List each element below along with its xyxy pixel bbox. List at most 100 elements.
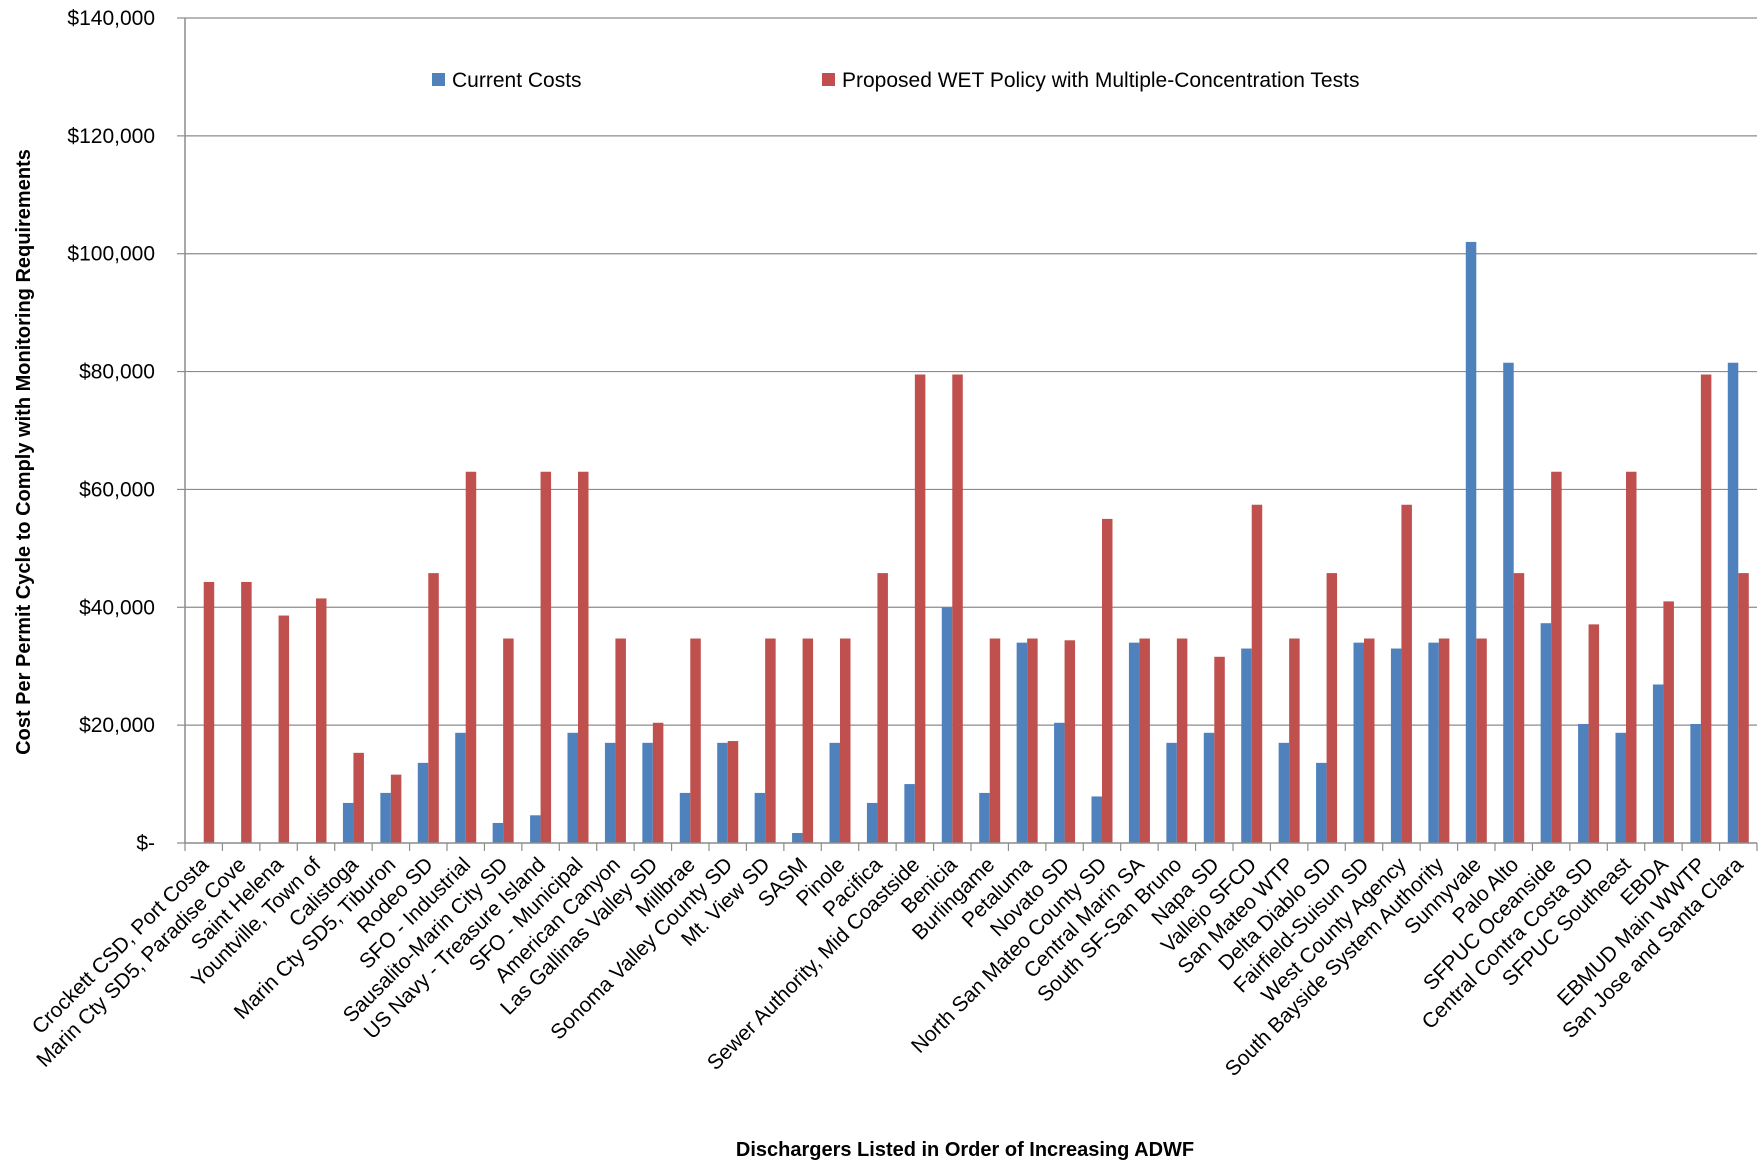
bar-current-costs — [1503, 362, 1514, 843]
bar-current-costs — [979, 792, 990, 843]
y-tick-label: $120,000 — [67, 125, 155, 148]
bar-current-costs — [380, 792, 391, 843]
y-tick-label: $140,000 — [67, 7, 155, 30]
axes — [184, 18, 1758, 851]
bar-current-costs — [455, 732, 466, 843]
bar-proposed-wet-policy — [1476, 638, 1487, 843]
bar-current-costs — [1054, 722, 1065, 843]
y-tick-label: $40,000 — [79, 596, 155, 619]
bar-current-costs — [1016, 642, 1028, 843]
bar-proposed-wet-policy — [390, 774, 402, 843]
bar-proposed-wet-policy — [316, 598, 327, 843]
bar-current-costs — [904, 784, 915, 843]
bar-proposed-wet-policy — [1551, 471, 1562, 843]
bar-current-costs — [1690, 723, 1701, 843]
bar-current-costs — [1316, 762, 1327, 843]
x-axis-title: Dischargers Listed in Order of Increasin… — [736, 1139, 1194, 1161]
bar-current-costs — [1166, 742, 1177, 843]
bar-proposed-wet-policy — [727, 741, 739, 843]
bar-current-costs — [567, 732, 578, 843]
bar-proposed-wet-policy — [1401, 504, 1412, 843]
bar-current-costs — [1203, 732, 1215, 843]
y-tick-label: $- — [136, 832, 155, 855]
bar-proposed-wet-policy — [465, 471, 477, 843]
y-tick-label: $60,000 — [79, 478, 155, 501]
gridlines — [177, 17, 1757, 844]
bars — [203, 241, 1749, 843]
bar-proposed-wet-policy — [1176, 638, 1188, 843]
bar-current-costs — [1128, 642, 1140, 843]
bar-proposed-wet-policy — [1663, 601, 1674, 843]
bar-current-costs — [1540, 623, 1552, 843]
bar-current-costs — [642, 742, 653, 843]
bar-proposed-wet-policy — [765, 638, 776, 843]
bar-proposed-wet-policy — [1326, 573, 1338, 843]
bar-proposed-wet-policy — [615, 638, 626, 843]
bar-current-costs — [1091, 796, 1102, 843]
x-tick-label: Crockett CSD, Port Costa — [28, 853, 214, 1039]
bar-current-costs — [530, 815, 541, 843]
bar-current-costs — [717, 742, 728, 843]
bar-proposed-wet-policy — [241, 581, 252, 843]
y-tick-label: $20,000 — [79, 714, 155, 737]
bar-proposed-wet-policy — [1513, 573, 1525, 843]
bar-current-costs — [342, 802, 354, 843]
bar-current-costs — [792, 832, 803, 843]
bar-current-costs — [1278, 742, 1290, 843]
bar-current-costs — [679, 792, 691, 843]
bar-proposed-wet-policy — [1738, 573, 1749, 843]
bar-current-costs — [1652, 684, 1664, 843]
bar-current-costs — [492, 822, 504, 843]
bar-proposed-wet-policy — [1064, 640, 1076, 843]
legend-swatch-current-costs — [432, 73, 445, 86]
bar-current-costs — [866, 802, 878, 843]
legend: Current Costs Proposed WET Policy with M… — [432, 69, 1359, 92]
bar-current-costs — [941, 607, 953, 843]
bar-proposed-wet-policy — [1251, 504, 1263, 843]
bar-proposed-wet-policy — [989, 638, 1001, 843]
bar-proposed-wet-policy — [1700, 374, 1712, 843]
bar-current-costs — [417, 762, 429, 843]
y-tick-label: $80,000 — [79, 361, 155, 384]
bar-proposed-wet-policy — [877, 573, 888, 843]
bar-proposed-wet-policy — [1438, 638, 1450, 843]
bar-proposed-wet-policy — [353, 752, 364, 843]
bar-current-costs — [1241, 648, 1252, 843]
bar-current-costs — [1353, 642, 1364, 843]
legend-label-current-costs: Current Costs — [452, 69, 582, 92]
bar-proposed-wet-policy — [203, 581, 215, 843]
legend-swatch-proposed-wet-policy — [822, 73, 835, 86]
bar-current-costs — [829, 742, 840, 843]
bar-proposed-wet-policy — [952, 374, 963, 843]
bar-proposed-wet-policy — [540, 471, 552, 843]
bar-proposed-wet-policy — [1364, 638, 1375, 843]
legend-label-proposed-wet-policy: Proposed WET Policy with Multiple-Concen… — [842, 69, 1359, 92]
bar-proposed-wet-policy — [1289, 638, 1300, 843]
bar-proposed-wet-policy — [1139, 638, 1150, 843]
y-tick-labels: $- $20,000 $40,000 $60,000 $80,000 $100,000 $1… — [67, 7, 155, 855]
bar-proposed-wet-policy — [278, 615, 290, 843]
y-axis-title: Cost Per Permit Cycle to Comply with Mon… — [13, 149, 35, 755]
bar-proposed-wet-policy — [914, 374, 926, 843]
bar-proposed-wet-policy — [802, 638, 814, 843]
bar-current-costs — [604, 742, 616, 843]
bar-proposed-wet-policy — [1102, 518, 1113, 843]
bar-proposed-wet-policy — [428, 573, 439, 843]
bar-current-costs — [1428, 642, 1439, 843]
bar-current-costs — [1615, 732, 1626, 843]
bar-current-costs — [1465, 241, 1477, 843]
bar-proposed-wet-policy — [578, 471, 589, 843]
bar-proposed-wet-policy — [1214, 656, 1225, 843]
bar-proposed-wet-policy — [503, 638, 514, 843]
bar-current-costs — [1727, 362, 1739, 843]
bar-current-costs — [754, 792, 766, 843]
y-tick-label: $100,000 — [67, 243, 155, 266]
bar-proposed-wet-policy — [1588, 624, 1600, 843]
bar-proposed-wet-policy — [652, 722, 664, 843]
bar-current-costs — [1578, 723, 1589, 843]
bar-current-costs — [1390, 648, 1402, 843]
bar-proposed-wet-policy — [1027, 638, 1038, 843]
bar-proposed-wet-policy — [1626, 471, 1637, 843]
